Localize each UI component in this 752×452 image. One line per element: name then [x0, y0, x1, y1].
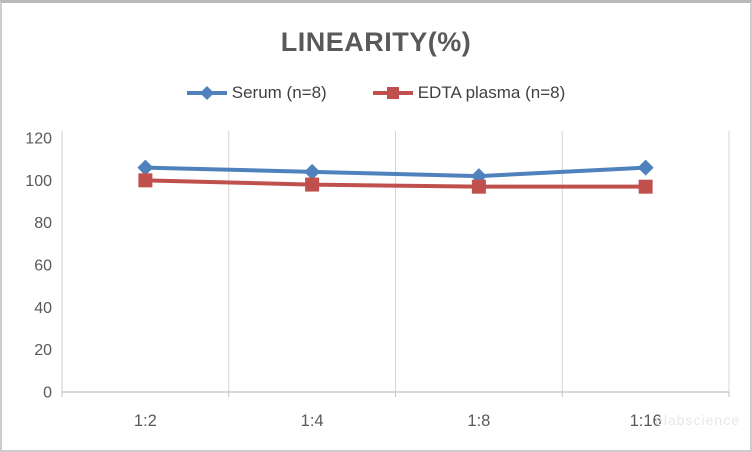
- plot-area: 0 20 40 60 80 100 120 1:2 1:4 1:8 1:16: [25, 131, 730, 430]
- legend-label-edta: EDTA plasma (n=8): [417, 83, 566, 102]
- legend-label-serum: Serum (n=8): [231, 83, 327, 102]
- series-line-serum: [143, 165, 648, 179]
- chart-title: LINEARITY(%): [280, 27, 472, 57]
- y-tick-label: 20: [34, 342, 52, 359]
- series-line-edta: [143, 178, 648, 189]
- y-tick-label: 100: [25, 173, 52, 190]
- legend-item-edta: EDTA plasma (n=8): [372, 83, 566, 103]
- x-tick-label: 1:16: [630, 412, 662, 430]
- serum-line-diamond-icon: [186, 86, 227, 100]
- edta-line-square-icon: [372, 87, 413, 99]
- y-tick-label: 0: [43, 385, 52, 402]
- serum-diamond-marker: [304, 163, 321, 180]
- edta-square-marker: [471, 179, 486, 194]
- serum-diamond-marker: [637, 159, 654, 176]
- chart-legend: Serum (n=8) EDTA plasma (n=8): [2, 83, 750, 103]
- x-tick-label: 1:4: [301, 412, 324, 430]
- edta-square-marker: [638, 179, 653, 194]
- y-tick-label: 40: [34, 300, 52, 317]
- edta-square-marker: [138, 173, 153, 188]
- x-tick-label: 1:2: [134, 412, 157, 430]
- serum-diamond-marker: [137, 159, 154, 176]
- y-tick-label: 120: [25, 131, 52, 148]
- x-tick-label: 1:8: [467, 412, 490, 430]
- edta-square-marker: [305, 177, 320, 192]
- legend-item-serum: Serum (n=8): [186, 83, 327, 103]
- y-tick-label: 80: [34, 215, 52, 232]
- y-tick-label: 60: [34, 258, 52, 275]
